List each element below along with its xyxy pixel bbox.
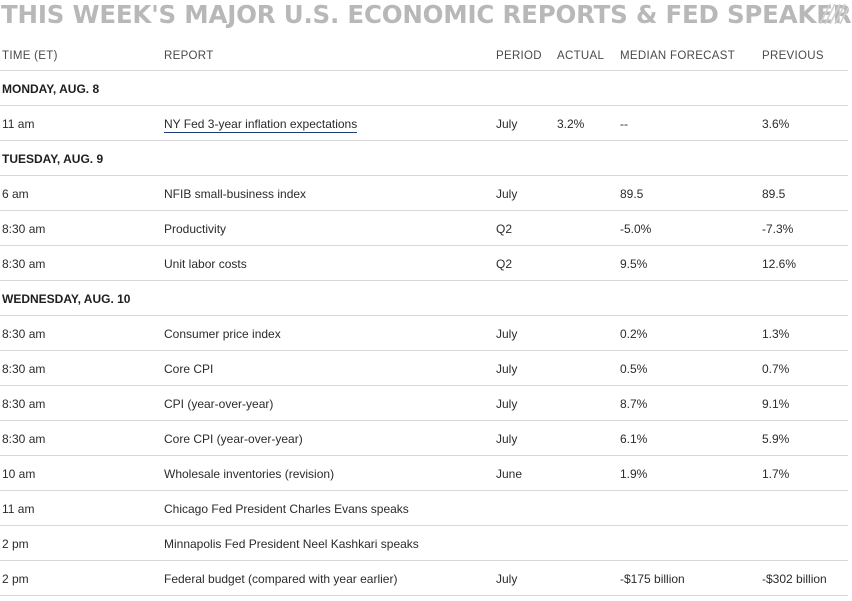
- report-cell: Chicago Fed President Charles Evans spea…: [164, 502, 409, 516]
- table-row: 8:30 am CPI (year-over-year) July 8.7% 9.1%: [0, 386, 848, 421]
- title-bar: THIS WEEK'S MAJOR U.S. ECONOMIC REPORTS …: [0, 0, 852, 34]
- time-cell: 8:30 am: [2, 397, 46, 411]
- previous-cell: -$302 billion: [762, 572, 827, 586]
- table-row: 2 pm Minnapolis Fed President Neel Kashka…: [0, 526, 848, 561]
- time-cell: 10 am: [2, 467, 36, 481]
- median-forecast-cell: --: [620, 117, 628, 131]
- table-row: 8:30 am Unit labor costs Q2 9.5% 12.6%: [0, 246, 848, 281]
- day-heading: TUESDAY, AUG. 9: [2, 152, 104, 166]
- column-header-previous: PREVIOUS: [762, 50, 824, 62]
- median-forecast-cell: 9.5%: [620, 257, 648, 271]
- table-row: 2 pm Federal budget (compared with year e…: [0, 561, 848, 596]
- time-cell: 8:30 am: [2, 327, 46, 341]
- previous-cell: 5.9%: [762, 432, 790, 446]
- period-cell: July: [496, 187, 518, 201]
- time-cell: 8:30 am: [2, 257, 46, 271]
- period-cell: July: [496, 117, 518, 131]
- period-cell: Q2: [496, 257, 513, 271]
- median-forecast-cell: 1.9%: [620, 467, 648, 481]
- table-row: 11 am Chicago Fed President Charles Evans…: [0, 491, 848, 526]
- table-row: 11 am NY Fed 3-year inflation expectation…: [0, 106, 848, 141]
- report-cell: Wholesale inventories (revision): [164, 467, 335, 481]
- table-row: 8:30 am Core CPI July 0.5% 0.7%: [0, 351, 848, 386]
- table-row: 6 am NFIB small-business index July 89.5 89.…: [0, 176, 848, 211]
- hatch-pattern-icon: [820, 4, 848, 24]
- report-link[interactable]: NY Fed 3-year inflation expectations: [164, 117, 358, 133]
- time-cell: 8:30 am: [2, 432, 46, 446]
- time-cell: 11 am: [2, 117, 35, 131]
- report-cell: Core CPI: [164, 362, 214, 376]
- period-cell: July: [496, 432, 518, 446]
- previous-cell: -7.3%: [762, 222, 794, 236]
- median-forecast-cell: 0.5%: [620, 362, 648, 376]
- previous-cell: 1.3%: [762, 327, 790, 341]
- table-row: 8:30 am Consumer price index July 0.2% 1.3%: [0, 316, 848, 351]
- time-cell: 8:30 am: [2, 222, 46, 236]
- report-cell: Productivity: [164, 222, 227, 236]
- time-cell: 8:30 am: [2, 362, 46, 376]
- column-header-time: TIME (ET): [2, 50, 58, 62]
- period-cell: July: [496, 327, 518, 341]
- time-cell: 2 pm: [2, 572, 29, 586]
- previous-cell: 1.7%: [762, 467, 790, 481]
- median-forecast-cell: 8.7%: [620, 397, 648, 411]
- previous-cell: 3.6%: [762, 117, 790, 131]
- previous-cell: 89.5: [762, 187, 786, 201]
- report-cell: Minnapolis Fed President Neel Kashkari s…: [164, 537, 419, 551]
- period-cell: Q2: [496, 222, 513, 236]
- table-row: 10 am Wholesale inventories (revision) Jun…: [0, 456, 848, 491]
- column-header-period: PERIOD: [496, 50, 542, 62]
- median-forecast-cell: -5.0%: [620, 222, 652, 236]
- period-cell: July: [496, 572, 518, 586]
- previous-cell: 12.6%: [762, 257, 797, 271]
- report-cell: NFIB small-business index: [164, 187, 307, 201]
- page-title: THIS WEEK'S MAJOR U.S. ECONOMIC REPORTS …: [1, 0, 852, 29]
- report-cell: Consumer price index: [164, 327, 281, 341]
- time-cell: 6 am: [2, 187, 29, 201]
- median-forecast-cell: 0.2%: [620, 327, 648, 341]
- time-cell: 2 pm: [2, 537, 29, 551]
- median-forecast-cell: -$175 billion: [620, 572, 685, 586]
- median-forecast-cell: 6.1%: [620, 432, 648, 446]
- table-header: TIME (ET) REPORT PERIOD ACTUAL MEDIAN FO…: [0, 39, 848, 71]
- previous-cell: 0.7%: [762, 362, 790, 376]
- column-header-actual: ACTUAL: [557, 50, 605, 62]
- table-row: 8:30 am Productivity Q2 -5.0% -7.3%: [0, 211, 848, 246]
- time-cell: 11 am: [2, 502, 35, 516]
- table-row: 8:30 am Core CPI (year-over-year) July 6.1%…: [0, 421, 848, 456]
- actual-cell: 3.2%: [557, 117, 585, 131]
- day-group-row: MONDAY, AUG. 8: [0, 71, 848, 106]
- column-header-median-forecast: MEDIAN FORECAST: [620, 50, 736, 62]
- median-forecast-cell: 89.5: [620, 187, 644, 201]
- day-heading: MONDAY, AUG. 8: [2, 82, 100, 96]
- day-group-row: TUESDAY, AUG. 9: [0, 141, 848, 176]
- day-heading: WEDNESDAY, AUG. 10: [2, 292, 131, 306]
- report-cell: Unit labor costs: [164, 257, 247, 271]
- previous-cell: 9.1%: [762, 397, 790, 411]
- report-cell: Core CPI (year-over-year): [164, 432, 303, 446]
- day-group-row: WEDNESDAY, AUG. 10: [0, 281, 848, 316]
- report-cell: CPI (year-over-year): [164, 397, 274, 411]
- period-cell: July: [496, 362, 518, 376]
- period-cell: July: [496, 397, 518, 411]
- report-cell: Federal budget (compared with year earli…: [164, 572, 398, 586]
- period-cell: June: [496, 467, 523, 481]
- column-header-report: REPORT: [164, 50, 214, 62]
